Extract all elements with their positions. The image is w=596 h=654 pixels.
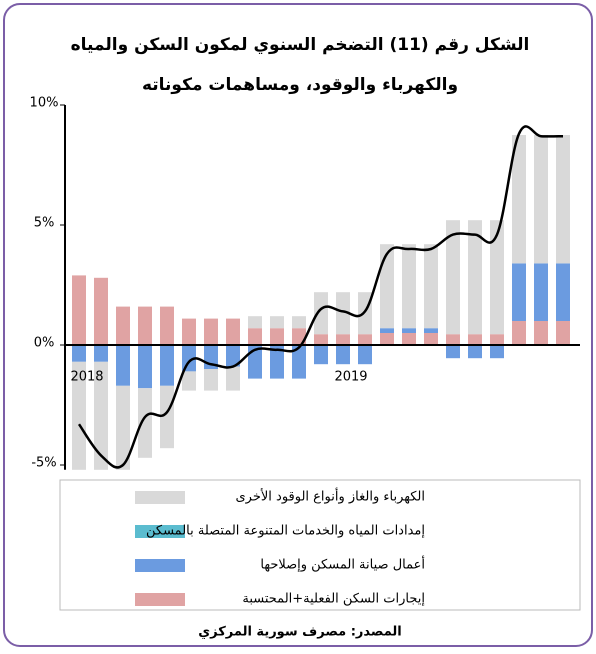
y-tick-label: 5% (34, 216, 55, 231)
bar (182, 318, 196, 345)
bar (138, 345, 152, 389)
bar (270, 316, 284, 329)
bar (226, 345, 240, 367)
bar (512, 135, 526, 264)
bar (204, 369, 218, 391)
bar (556, 135, 570, 264)
y-tick-label: 0% (34, 336, 55, 351)
bar (468, 345, 482, 359)
legend-label: إيجارات السكن الفعلية+المحتسبة (242, 592, 425, 607)
bar (292, 345, 306, 379)
bar (72, 345, 86, 362)
y-tick-label: 10% (30, 96, 59, 111)
bar (182, 371, 196, 391)
bar (336, 292, 350, 335)
bar (336, 345, 350, 365)
legend-swatch (135, 593, 185, 606)
bar (380, 328, 394, 333)
bar (292, 316, 306, 329)
bar (380, 244, 394, 329)
bar (380, 333, 394, 345)
legend-swatch (135, 559, 185, 572)
source: المصدر: مصرف سورية المركزي (198, 625, 402, 640)
bar (468, 220, 482, 335)
bar (160, 385, 174, 449)
bar (94, 277, 108, 345)
bar (72, 275, 86, 345)
bar (446, 345, 460, 359)
bar (424, 333, 438, 345)
bar (490, 334, 504, 345)
bar (226, 318, 240, 345)
legend-label: إمدادات المياه والخدمات المتنوعة المتصلة… (146, 524, 425, 539)
bar (138, 388, 152, 458)
bar (116, 345, 130, 386)
bar (160, 306, 174, 345)
bar (534, 321, 548, 345)
bar (314, 292, 328, 335)
bar (446, 334, 460, 345)
bar (248, 316, 262, 329)
bar (424, 328, 438, 333)
bar (556, 263, 570, 321)
bar (402, 244, 416, 329)
bar (358, 334, 372, 345)
bar (358, 345, 372, 365)
x-tick-label: 2018 (70, 370, 103, 385)
bar (534, 263, 548, 321)
bar (248, 328, 262, 345)
bar (446, 220, 460, 335)
bar (424, 244, 438, 329)
bar (534, 135, 548, 264)
bar (402, 328, 416, 333)
bar (248, 345, 262, 379)
bar (468, 334, 482, 345)
legend-label: أعمال صيانة المسكن وإصلاحها (260, 556, 425, 573)
bar (512, 321, 526, 345)
bar (556, 321, 570, 345)
bar (72, 361, 86, 470)
legend-swatch (135, 491, 185, 504)
chart-subtitle: والكهرباء والوقود، ومساهمات مكوناته (142, 75, 458, 95)
bar (160, 345, 174, 386)
line (77, 125, 564, 469)
bar (490, 220, 504, 335)
chart-title: الشكل رقم (11) التضخم السنوي لمكون السكن… (71, 35, 530, 55)
bar (314, 345, 328, 365)
bar (314, 334, 328, 345)
bar (270, 345, 284, 379)
y-tick-label: -5% (31, 456, 56, 471)
bar (270, 328, 284, 345)
bar (226, 366, 240, 391)
bar (116, 306, 130, 345)
bar (116, 385, 130, 470)
bar (402, 333, 416, 345)
bar (204, 318, 218, 345)
legend-label: الكهرباء والغاز وأنواع الوقود الأخرى (235, 488, 425, 505)
bar (94, 361, 108, 470)
bar (512, 263, 526, 321)
bar (138, 306, 152, 345)
bar (490, 345, 504, 359)
legend-swatch (135, 525, 185, 538)
bar (336, 334, 350, 345)
x-tick-label: 2019 (334, 370, 367, 385)
bar (94, 345, 108, 362)
